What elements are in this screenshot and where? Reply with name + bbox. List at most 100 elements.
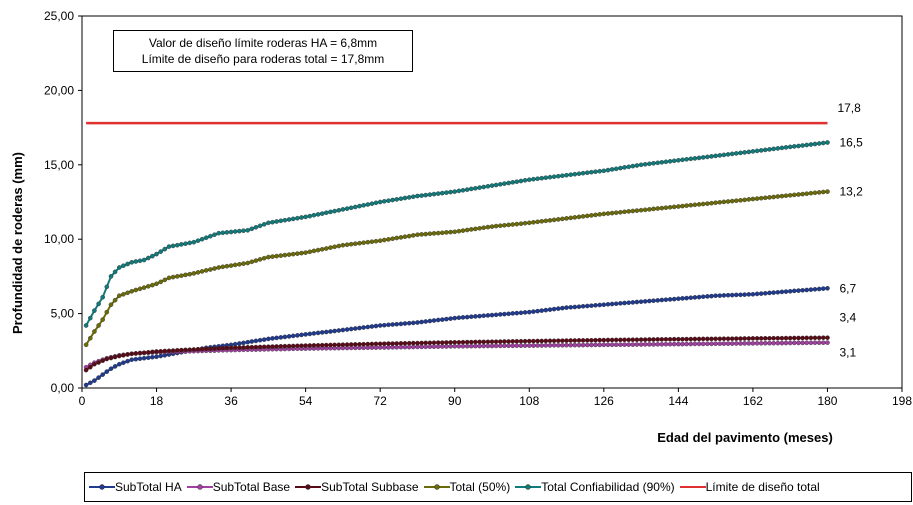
series-point xyxy=(696,202,702,207)
series-point xyxy=(622,300,627,306)
series-point xyxy=(481,343,487,349)
series-point xyxy=(713,336,718,342)
series-point xyxy=(257,337,263,343)
series-point xyxy=(585,337,590,343)
series-point xyxy=(398,341,404,346)
series-point xyxy=(800,143,805,148)
series-point xyxy=(725,341,731,346)
series-point xyxy=(779,335,785,341)
series-point xyxy=(547,174,553,180)
series-point xyxy=(129,288,134,294)
series-point xyxy=(439,230,445,236)
series-point xyxy=(626,337,632,343)
series-point xyxy=(278,218,284,224)
series-point xyxy=(568,172,574,177)
series-point xyxy=(729,341,735,346)
series-point xyxy=(717,293,723,298)
series-point xyxy=(502,222,507,228)
series-point xyxy=(121,291,126,297)
series-point xyxy=(328,342,333,348)
series-point xyxy=(618,300,623,306)
series-point xyxy=(332,328,337,334)
series-point xyxy=(439,317,445,322)
series-point xyxy=(771,340,776,346)
series-point xyxy=(493,223,499,229)
series-point xyxy=(634,208,640,213)
series-point xyxy=(410,340,416,346)
series-point xyxy=(398,196,404,201)
series-point xyxy=(485,183,491,189)
series-point xyxy=(489,312,495,318)
series-point xyxy=(410,233,416,238)
series-point xyxy=(709,293,714,299)
series-point xyxy=(473,343,478,349)
series-point xyxy=(750,291,756,297)
series-point xyxy=(804,335,810,341)
series-point xyxy=(100,358,105,364)
series-point xyxy=(377,341,383,347)
series-point xyxy=(796,335,801,341)
series-point xyxy=(642,161,648,167)
series-point xyxy=(96,301,101,307)
series-point xyxy=(129,351,134,357)
series-point xyxy=(274,344,279,349)
series-point xyxy=(576,342,582,348)
series-point xyxy=(738,336,743,341)
series-point xyxy=(676,336,681,342)
series-point xyxy=(419,340,424,346)
series-point xyxy=(779,289,785,295)
series-point xyxy=(319,342,325,348)
series-point xyxy=(137,258,143,264)
series-point xyxy=(274,253,279,259)
series-point xyxy=(506,339,511,344)
end-value-label: 3,1 xyxy=(839,346,856,360)
series-point xyxy=(506,222,511,228)
series-point xyxy=(506,311,511,317)
series-point xyxy=(655,298,661,303)
series-point xyxy=(295,333,300,338)
series-point xyxy=(452,229,458,235)
series-point xyxy=(402,340,408,346)
series-point xyxy=(556,217,561,222)
series-point xyxy=(638,337,644,342)
series-point xyxy=(270,254,275,259)
series-point xyxy=(249,344,255,350)
series-point xyxy=(663,205,669,210)
series-point xyxy=(402,344,408,350)
series-point xyxy=(709,341,714,347)
series-point xyxy=(593,302,598,308)
series-point xyxy=(547,343,553,348)
series-point xyxy=(713,341,718,347)
series-point xyxy=(473,226,478,232)
series-line xyxy=(85,141,828,326)
series-point xyxy=(510,311,516,316)
y-tick-label: 0,00 xyxy=(51,381,75,395)
design-limit-note: Valor de diseño límite roderas HA = 6,8m… xyxy=(113,30,413,72)
series-point xyxy=(332,244,337,250)
series-point xyxy=(261,221,267,227)
series-point xyxy=(448,340,453,345)
series-point xyxy=(796,192,801,197)
series-point xyxy=(336,207,342,213)
series-subtotal-ha xyxy=(83,285,830,388)
series-point xyxy=(224,263,230,269)
series-point xyxy=(456,343,462,349)
series-point xyxy=(460,315,466,320)
series-point xyxy=(88,335,93,341)
series-point xyxy=(684,295,689,301)
series-point xyxy=(514,221,520,227)
series-point xyxy=(237,345,242,350)
series-point xyxy=(734,198,739,203)
series-point xyxy=(804,340,810,346)
series-point xyxy=(328,245,333,250)
series-point xyxy=(439,340,445,345)
series-point xyxy=(464,314,470,320)
series-point xyxy=(245,339,250,345)
series-point xyxy=(108,302,114,308)
series-point xyxy=(92,329,97,334)
series-point xyxy=(460,228,466,233)
series-point xyxy=(816,141,822,146)
series-point xyxy=(431,344,437,350)
series-point xyxy=(237,341,242,346)
series-point xyxy=(816,286,822,292)
